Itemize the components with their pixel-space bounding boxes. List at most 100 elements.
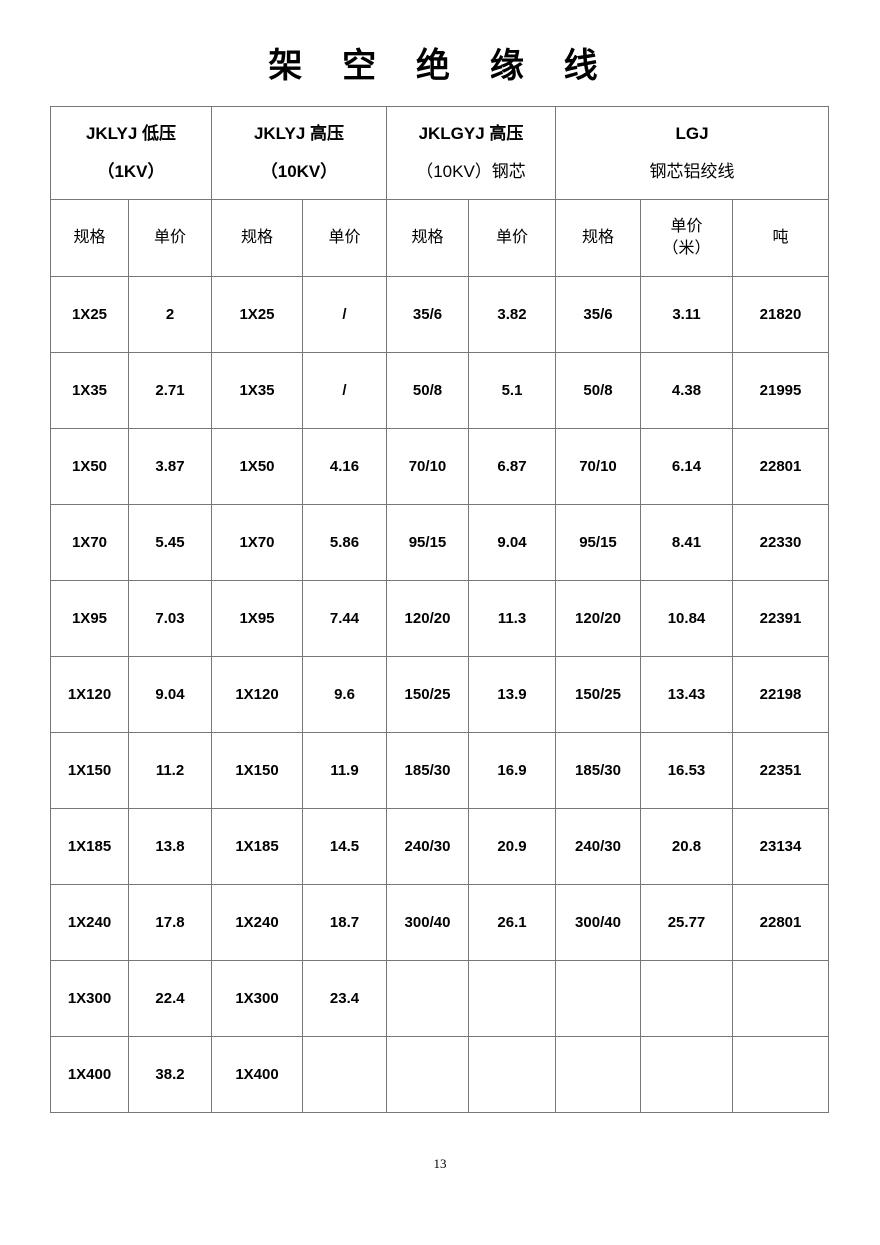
table-cell: 6.14 [640,428,733,505]
table-row: 1X400 38.2 1X400 [50,1036,829,1113]
table-cell: 7.44 [302,580,387,657]
table-cell: 1X300 [50,960,129,1037]
table-cell [555,1036,641,1113]
table-cell: / [302,352,387,429]
table-cell: 1X400 [211,1036,303,1113]
column-header-row: 规格 单价 规格 单价 规格 单价 规格 单价 （米）吨 [50,199,829,277]
table-cell: 1X240 [50,884,129,961]
table-cell: 5.86 [302,504,387,581]
table-cell: 1X70 [211,504,303,581]
table-row: 1X120 9.04 1X120 9.6 150/25 13.9 150/25 13.43 22… [50,656,829,733]
table-cell: 70/10 [555,428,641,505]
table-cell: 1X25 [211,276,303,353]
table-cell: 1X35 [50,352,129,429]
table-cell: 35/6 [555,276,641,353]
table-cell: 3.87 [128,428,212,505]
table-row: 1X50 3.87 1X50 4.16 70/10 6.87 70/10 6.14 22801 [50,428,829,505]
table-cell: 23134 [732,808,829,885]
table-cell: 3.82 [468,276,556,353]
table-cell: 17.8 [128,884,212,961]
table-cell: 1X120 [211,656,303,733]
table-cell: 185/30 [555,732,641,809]
table-row: 1X25 2 1X25/35/6 3.82 35/6 3.11 21820 [50,276,829,353]
table-cell: 1X50 [50,428,129,505]
table-cell: 1X120 [50,656,129,733]
table-cell [386,1036,469,1113]
table-cell: 120/20 [386,580,469,657]
table-cell: 1X25 [50,276,129,353]
table-cell: 11.9 [302,732,387,809]
table-cell: 13.43 [640,656,733,733]
table-cell: 1X150 [50,732,129,809]
group-header-lgj: LGJ 钢芯铝绞线 [555,106,829,200]
table-cell: 23.4 [302,960,387,1037]
table-cell: 22351 [732,732,829,809]
table-cell: 70/10 [386,428,469,505]
price-table: JKLYJ 低压 （1KV） JKLYJ 高压 （10KV） JKLGYJ 高压 （1… [50,106,829,1113]
table-cell: 300/40 [386,884,469,961]
table-cell: 3.11 [640,276,733,353]
table-cell [732,960,829,1037]
page-number: 13 [433,1156,447,1171]
table-cell: 13.9 [468,656,556,733]
table-cell: 35/6 [386,276,469,353]
table-cell: 1X400 [50,1036,129,1113]
table-cell: 10.84 [640,580,733,657]
table-cell [302,1036,387,1113]
group-header-jklyj-low: JKLYJ 低压 （1KV） [50,106,212,200]
table-cell: 150/25 [555,656,641,733]
table-cell: 8.41 [640,504,733,581]
table-cell: 22801 [732,428,829,505]
table-cell: 150/25 [386,656,469,733]
column-header: 规格 [50,199,129,277]
table-cell: 11.2 [128,732,212,809]
column-header: 单价 [302,199,387,277]
table-cell: 4.16 [302,428,387,505]
table-cell: 22330 [732,504,829,581]
table-row: 1X240 17.8 1X240 18.7 300/40 26.1 300/40 25.77 2… [50,884,829,961]
table-cell: 22801 [732,884,829,961]
table-cell: 14.5 [302,808,387,885]
table-cell: 2 [128,276,212,353]
table-cell: 300/40 [555,884,641,961]
table-cell: 25.77 [640,884,733,961]
table-row: 1X150 11.2 1X150 11.9 185/30 16.9 185/30 16.53 2… [50,732,829,809]
table-cell [640,960,733,1037]
table-cell: 120/20 [555,580,641,657]
table-cell: 6.87 [468,428,556,505]
table-cell: 240/30 [386,808,469,885]
table-cell: 50/8 [555,352,641,429]
table-cell: 95/15 [555,504,641,581]
column-header: 规格 [555,199,641,277]
table-cell: 1X35 [211,352,303,429]
table-cell [386,960,469,1037]
column-header: 单价 （米） [640,199,733,277]
table-cell: 1X185 [211,808,303,885]
table-cell: 185/30 [386,732,469,809]
page-title: 架 空 绝 缘 线 [268,46,612,86]
column-header: 规格 [386,199,469,277]
table-cell: 9.04 [128,656,212,733]
table-cell: 1X185 [50,808,129,885]
table-cell: 22198 [732,656,829,733]
table-cell: 20.9 [468,808,556,885]
table-row: 1X185 13.8 1X185 14.5 240/30 20.9 240/30 20.8 23… [50,808,829,885]
table-row: 1X300 22.4 1X300 23.4 [50,960,829,1037]
group-header-jklyj-high: JKLYJ 高压 （10KV） [211,106,387,200]
table-cell: 5.45 [128,504,212,581]
table-cell: / [302,276,387,353]
table-cell [640,1036,733,1113]
table-cell: 18.7 [302,884,387,961]
column-header: 吨 [732,199,829,277]
table-cell: 16.9 [468,732,556,809]
table-cell: 1X150 [211,732,303,809]
table-cell: 1X50 [211,428,303,505]
table-cell: 95/15 [386,504,469,581]
table-row: 1X70 5.45 1X70 5.86 95/15 9.04 95/15 8.41 22330 [50,504,829,581]
table-cell: 1X70 [50,504,129,581]
table-cell: 16.53 [640,732,733,809]
column-header: 规格 [211,199,303,277]
table-cell [555,960,641,1037]
table-row: 1X35 2.71 1X35/50/8 5.1 50/8 4.38 21995 [50,352,829,429]
table-cell: 1X95 [211,580,303,657]
